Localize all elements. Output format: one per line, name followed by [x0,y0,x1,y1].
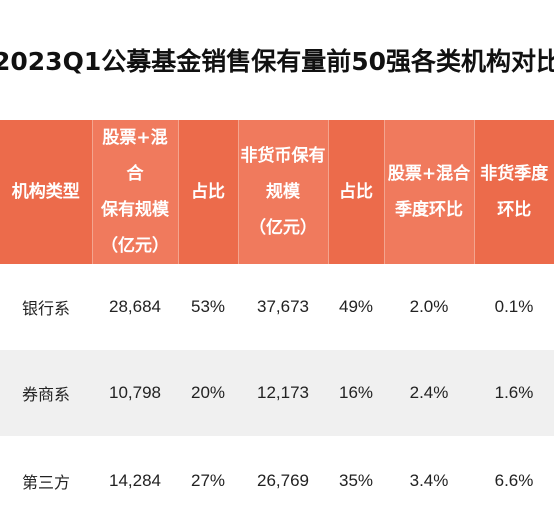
header-line: 保有规模 [101,200,169,220]
table-row: 券商系 10,798 20% 12,173 16% 2.4% 1.6% [0,350,554,436]
comparison-table: 机构类型 股票+混合 保有规模 （亿元） 占比 非货币保有 规模 （亿元） 占比… [0,120,554,526]
table-row: 银行系 28,684 53% 37,673 49% 2.0% 0.1% [0,264,554,350]
header-line: 非货币保有 [240,146,326,166]
non-money-aum-cell: 37,673 [257,297,309,316]
share-cell: 53% [190,297,226,316]
header-share-2: 占比 [328,120,385,264]
header-institution-type: 机构类型 [0,120,93,264]
non-money-aum-cell: 26,769 [257,471,309,490]
header-equity-mixed-aum: 股票+混合 保有规模 （亿元） [92,120,179,264]
header-line: 机构类型 [11,182,80,202]
header-line: 环比 [497,200,532,220]
header-line: 季度环比 [395,200,463,220]
equity-mixed-qoq-cell: 2.0% [409,297,449,316]
page-title: 2023Q1公募基金销售保有量前50强各类机构对比 [0,47,554,76]
header-non-money-aum: 非货币保有 规模 （亿元） [238,120,329,264]
header-line: 规模 [266,182,300,202]
equity-mixed-aum-cell: 14,284 [109,471,161,490]
equity-mixed-qoq-cell: 3.4% [409,471,449,490]
header-equity-mixed-qoq: 股票+混合 季度环比 [384,120,475,264]
header-row: 机构类型 股票+混合 保有规模 （亿元） 占比 非货币保有 规模 （亿元） 占比… [0,120,554,264]
share-cell: 35% [338,471,374,490]
institution-type-cell: 第三方 [21,473,70,492]
share-cell: 20% [178,350,238,436]
non-money-qoq-cell: 1.6% [474,350,554,436]
share-cell: 27% [190,471,226,490]
non-money-qoq-cell: 0.1% [494,297,534,316]
institution-type-cell: 银行系 [21,299,70,318]
institution-type-cell: 券商系 [0,350,92,436]
non-money-aum-cell: 12,173 [238,350,328,436]
share-cell: 49% [338,297,374,316]
header-line: 非货季度 [480,164,549,184]
equity-mixed-aum-cell: 10,798 [92,350,178,436]
equity-mixed-aum-cell: 28,684 [109,297,161,316]
header-line: 股票+混合 [387,164,471,184]
equity-mixed-qoq-cell: 2.4% [384,350,474,436]
non-money-qoq-cell: 6.6% [494,471,534,490]
header-line: 股票+混合 [102,128,168,184]
header-share-1: 占比 [178,120,239,264]
header-non-money-qoq: 非货季度 环比 [474,120,554,264]
share-cell: 16% [328,350,384,436]
header-line: （亿元） [101,236,169,256]
header-line: 占比 [191,182,225,202]
header-line: 占比 [339,182,373,202]
header-line: （亿元） [249,218,317,238]
table-row: 第三方 14,284 27% 26,769 35% 3.4% 6.6% [0,436,554,526]
